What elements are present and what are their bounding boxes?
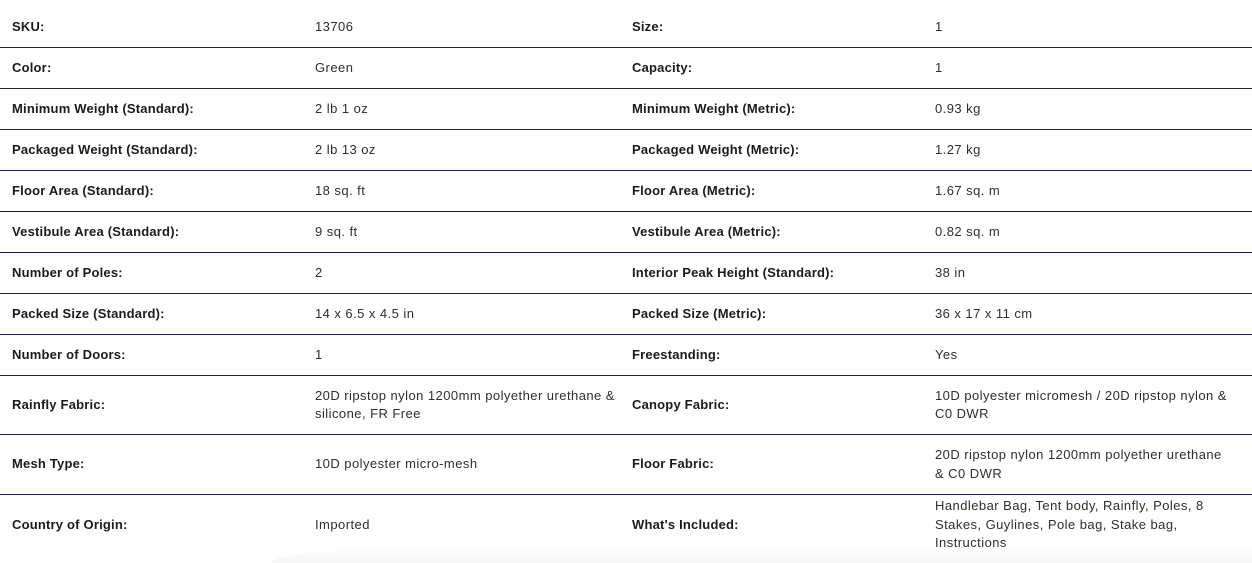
spec-label: Interior Peak Height (Standard): xyxy=(632,264,835,280)
spec-value: 1.27 kg xyxy=(935,141,981,157)
spec-row-poles-peak-height: Number of Poles: 2 Interior Peak Height … xyxy=(0,253,1252,294)
next-section-card-edge xyxy=(272,549,1252,563)
spec-value: 1 xyxy=(935,18,943,34)
spec-value: Imported xyxy=(315,516,370,532)
spec-label: Floor Fabric: xyxy=(632,456,715,472)
spec-value: Handlebar Bag, Tent body, Rainfly, Poles… xyxy=(935,498,1204,551)
spec-value: 14 x 6.5 x 4.5 in xyxy=(315,305,415,321)
spec-value: 10D polyester micro-mesh xyxy=(315,456,478,472)
spec-value: 38 in xyxy=(935,264,966,280)
spec-value: 13706 xyxy=(315,18,354,34)
spec-label: Color: xyxy=(12,59,52,75)
spec-label: Floor Area (Standard): xyxy=(12,182,154,198)
spec-label: Vestibule Area (Metric): xyxy=(632,223,781,239)
spec-label: Minimum Weight (Metric): xyxy=(632,100,796,116)
spec-row-minimum-weight: Minimum Weight (Standard): 2 lb 1 oz Min… xyxy=(0,89,1252,130)
spec-label: Mesh Type: xyxy=(12,456,85,472)
spec-row-sku-size: SKU: 13706 Size: 1 xyxy=(0,7,1252,48)
spec-row-packaged-weight: Packaged Weight (Standard): 2 lb 13 oz P… xyxy=(0,130,1252,171)
spec-label: Vestibule Area (Standard): xyxy=(12,223,180,239)
spec-value: 36 x 17 x 11 cm xyxy=(935,305,1033,321)
spec-value: 10D polyester micromesh / 20D ripstop ny… xyxy=(935,387,1227,422)
spec-row-packed-size: Packed Size (Standard): 14 x 6.5 x 4.5 i… xyxy=(0,294,1252,335)
spec-value: 1.67 sq. m xyxy=(935,182,1001,198)
spec-row-doors-freestanding: Number of Doors: 1 Freestanding: Yes xyxy=(0,335,1252,376)
spec-label: Minimum Weight (Standard): xyxy=(12,100,194,116)
spec-value: 2 lb 13 oz xyxy=(315,141,376,157)
spec-label: Freestanding: xyxy=(632,346,721,362)
spec-value: 9 sq. ft xyxy=(315,223,358,239)
spec-label: What's Included: xyxy=(632,516,739,532)
spec-value: 1 xyxy=(315,346,323,362)
spec-value: 18 sq. ft xyxy=(315,182,366,198)
spec-value: 1 xyxy=(935,59,943,75)
spec-value: 0.82 sq. m xyxy=(935,223,1001,239)
spec-label: Size: xyxy=(632,18,664,34)
spec-label: Country of Origin: xyxy=(12,516,128,532)
spec-value: Yes xyxy=(935,346,958,362)
spec-label: Capacity: xyxy=(632,59,693,75)
spec-row-floor-area: Floor Area (Standard): 18 sq. ft Floor A… xyxy=(0,171,1252,212)
spec-row-origin-included: Country of Origin: Imported What's Inclu… xyxy=(0,495,1252,555)
spec-label: Number of Doors: xyxy=(12,346,126,362)
spec-label: Packaged Weight (Standard): xyxy=(12,141,198,157)
spec-row-vestibule-area: Vestibule Area (Standard): 9 sq. ft Vest… xyxy=(0,212,1252,253)
spec-value: 20D ripstop nylon 1200mm polyether ureth… xyxy=(935,447,1222,481)
spec-label: Number of Poles: xyxy=(12,264,123,280)
spec-label: Packed Size (Standard): xyxy=(12,305,165,321)
spec-row-mesh-floor-fabric: Mesh Type: 10D polyester micro-mesh Floo… xyxy=(0,435,1252,495)
spec-value: 2 lb 1 oz xyxy=(315,100,369,116)
spec-label: Packaged Weight (Metric): xyxy=(632,141,800,157)
spec-label: Packed Size (Metric): xyxy=(632,305,767,321)
spec-row-rainfly-canopy-fabric: Rainfly Fabric: 20D ripstop nylon 1200mm… xyxy=(0,376,1252,435)
spec-row-color-capacity: Color: Green Capacity: 1 xyxy=(0,48,1252,89)
spec-value: 2 xyxy=(315,264,323,280)
spec-label: Rainfly Fabric: xyxy=(12,396,106,412)
spec-label: Floor Area (Metric): xyxy=(632,182,756,198)
spec-value: 0.93 kg xyxy=(935,100,981,116)
spec-value: 20D ripstop nylon 1200mm polyether ureth… xyxy=(315,387,615,422)
spec-label: Canopy Fabric: xyxy=(632,396,730,412)
spec-value: Green xyxy=(315,59,354,75)
spec-label: SKU: xyxy=(12,18,45,34)
